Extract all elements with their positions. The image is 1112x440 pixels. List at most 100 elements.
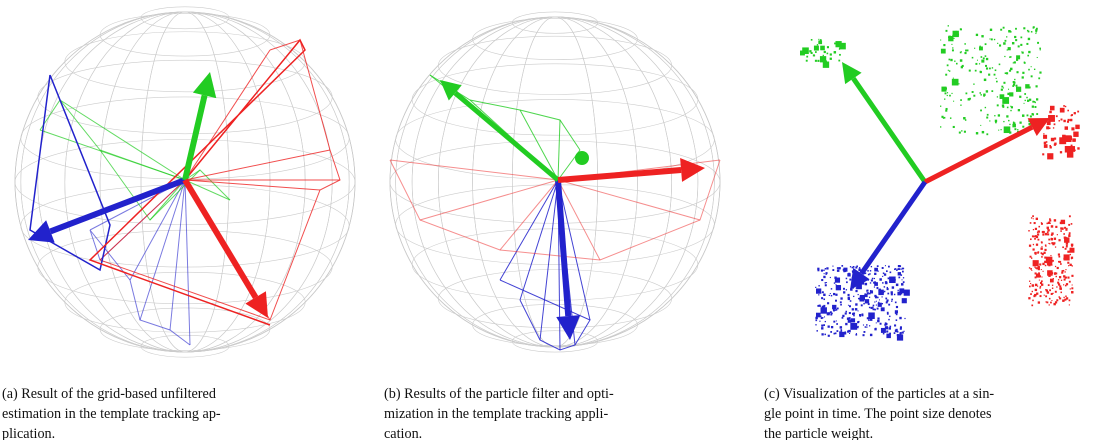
particle [891, 293, 893, 295]
particle [1012, 85, 1014, 87]
particle [1067, 277, 1069, 279]
particle [977, 60, 978, 61]
caption-line: plication. [2, 424, 347, 440]
particle [965, 50, 967, 52]
caption-line: cation. [384, 424, 729, 440]
particle [831, 295, 832, 296]
particle [1049, 304, 1050, 305]
caption: (c) Visualization of the particles at a … [764, 384, 1109, 440]
particle [822, 306, 825, 309]
particle [802, 47, 809, 54]
particle [1069, 215, 1071, 217]
particle [865, 299, 869, 303]
particle [806, 60, 808, 62]
particle [990, 29, 992, 31]
particle [999, 44, 1001, 46]
particle [823, 294, 825, 296]
particle [1066, 283, 1068, 285]
particle [1051, 264, 1052, 265]
particle [1077, 111, 1079, 113]
particle [1069, 264, 1071, 266]
estimate-line [100, 150, 185, 180]
particle [1046, 126, 1049, 129]
particle [870, 282, 871, 283]
particle [840, 326, 842, 328]
particle [1061, 220, 1065, 224]
particle [869, 307, 870, 308]
particle [1060, 108, 1065, 113]
particle [852, 267, 853, 268]
particle [877, 308, 879, 310]
particle [948, 70, 949, 71]
particle [1006, 72, 1008, 74]
particle [844, 270, 846, 272]
particle [815, 51, 817, 53]
particle [989, 68, 991, 70]
particle [899, 317, 901, 319]
parallel [396, 185, 715, 265]
particle [886, 301, 888, 303]
particle [903, 268, 904, 269]
particle [945, 30, 947, 32]
particle [833, 309, 835, 311]
particle [830, 331, 832, 333]
particle [952, 47, 953, 48]
particle [896, 269, 898, 271]
particle [1027, 100, 1029, 102]
particle [994, 39, 995, 40]
particle [1065, 106, 1066, 107]
particle [1071, 257, 1073, 259]
particle [1045, 265, 1047, 267]
particle [887, 288, 889, 290]
caption-line: (c) Visualization of the particles at a … [764, 384, 1109, 404]
particle [1046, 301, 1048, 303]
particle [894, 294, 895, 295]
particle [823, 324, 825, 326]
particle [1054, 144, 1056, 146]
particle [964, 52, 966, 54]
particle [1037, 232, 1038, 233]
particle [1020, 44, 1022, 46]
particle [960, 29, 962, 31]
arrow-head [193, 72, 216, 98]
particle [1039, 287, 1040, 288]
particle [869, 297, 870, 298]
particle [953, 78, 954, 79]
parallel [396, 99, 715, 179]
particle [867, 292, 869, 294]
particle [1036, 218, 1038, 220]
particle [1032, 106, 1034, 108]
particle [840, 301, 842, 303]
particle [870, 290, 873, 293]
particle [1032, 291, 1033, 292]
particle [1043, 271, 1044, 272]
particle [1038, 77, 1040, 79]
meridian [396, 17, 715, 347]
particle [896, 319, 898, 321]
particle [1058, 256, 1060, 258]
particle [887, 313, 889, 315]
particle [871, 279, 873, 281]
particle [824, 273, 825, 274]
particle [870, 318, 872, 320]
particle [1055, 226, 1057, 228]
particle [1067, 121, 1069, 123]
particle [1035, 29, 1037, 31]
axis-arrow [558, 170, 681, 180]
particle [827, 302, 829, 304]
particle [1010, 106, 1011, 107]
particle [874, 286, 875, 287]
particle [855, 334, 857, 336]
particle [885, 265, 886, 266]
particle [816, 313, 821, 318]
particle [871, 266, 872, 267]
particle [1030, 238, 1032, 240]
particle [804, 48, 805, 49]
particle [828, 312, 830, 314]
particle [903, 281, 905, 283]
particle [1015, 28, 1017, 30]
particle [858, 321, 860, 323]
particle [1063, 233, 1065, 235]
particle [825, 272, 827, 274]
particle [896, 314, 898, 316]
